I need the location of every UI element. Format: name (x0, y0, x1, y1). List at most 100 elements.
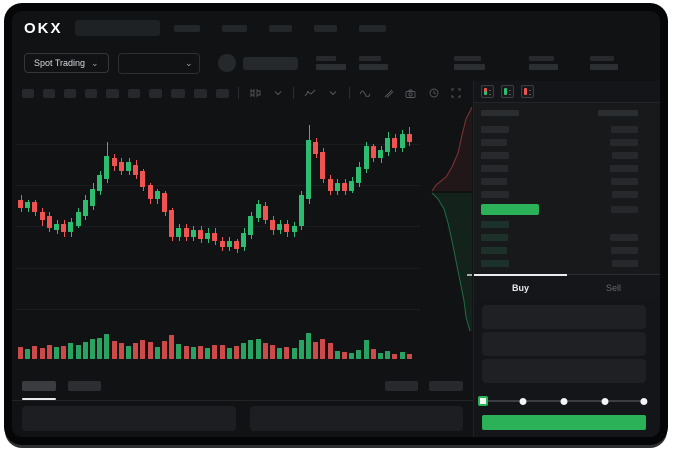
slider-stop[interactable] (519, 398, 527, 405)
timeframe-button[interactable] (149, 88, 162, 98)
candle-body (334, 183, 340, 192)
line-chart-icon[interactable] (359, 87, 373, 99)
candle-body (118, 162, 124, 171)
chart-tab[interactable] (22, 380, 56, 400)
nav-item[interactable] (358, 24, 386, 32)
fullscreen-icon[interactable] (449, 87, 463, 99)
timeframe-button[interactable] (127, 88, 141, 98)
amount-slider[interactable] (478, 391, 648, 411)
search-input[interactable] (74, 20, 160, 36)
orderbook-view-toggles (474, 81, 660, 103)
candle-body (378, 150, 383, 159)
tab-buy[interactable]: Buy (511, 282, 529, 293)
timeframe-button[interactable] (105, 88, 119, 98)
ask-amount-placeholder (610, 139, 638, 146)
ticker-stat (528, 56, 558, 70)
candle-body (126, 162, 131, 171)
chart-tab[interactable] (68, 380, 101, 391)
camera-icon[interactable] (404, 87, 418, 99)
stat-value-placeholder (315, 64, 346, 70)
ask-amount-placeholder (612, 152, 638, 159)
candle-body (349, 181, 355, 192)
buy-submit-button[interactable] (482, 415, 646, 430)
ticker-stat (453, 56, 485, 70)
pair-dropdown[interactable]: ⌄ (117, 52, 200, 74)
depth-chart (420, 105, 472, 371)
order-panel: Buy Sell (474, 81, 660, 437)
chevron-down-icon[interactable] (271, 87, 285, 99)
nav-item[interactable] (221, 24, 247, 32)
bid-row[interactable] (481, 231, 638, 244)
bid-row[interactable] (481, 257, 638, 270)
candle-body (169, 209, 175, 237)
ask-row[interactable] (481, 175, 638, 188)
bid-row[interactable] (481, 218, 638, 231)
timeframe-button[interactable] (22, 88, 34, 98)
price-input[interactable] (482, 305, 646, 329)
volume-bar (61, 346, 67, 359)
slider-stop[interactable] (640, 398, 648, 405)
nav-item[interactable] (173, 24, 200, 32)
chart-tab-action[interactable] (429, 380, 463, 391)
volume-bar (298, 339, 304, 359)
timeframe-button[interactable] (216, 88, 230, 98)
chart-tab-action[interactable] (385, 380, 418, 391)
volume-bar (140, 339, 146, 359)
ticker-stat (589, 56, 618, 70)
total-input[interactable] (482, 359, 646, 383)
ask-price-placeholder (481, 139, 507, 146)
indicators-icon[interactable] (303, 87, 317, 99)
draw-tools-icon[interactable] (381, 87, 395, 99)
candle-type-icon[interactable] (248, 87, 262, 99)
ask-amount-placeholder (610, 165, 638, 172)
ask-row[interactable] (481, 162, 638, 175)
volume-bar (262, 342, 268, 359)
last-price-row[interactable] (481, 201, 638, 218)
timeframe-button[interactable] (42, 88, 56, 98)
chevron-down-icon: ⌄ (91, 57, 99, 68)
clock-icon[interactable] (427, 87, 441, 99)
slider-handle[interactable] (478, 396, 488, 406)
volume-bar (320, 338, 326, 360)
volume-bar (54, 347, 59, 359)
market-type-dropdown[interactable]: Spot Trading ⌄ (24, 53, 109, 73)
trade-form (474, 300, 660, 437)
candle-body (385, 137, 391, 153)
nav-item[interactable] (313, 24, 337, 32)
timeframe-button[interactable] (193, 88, 208, 98)
candle-body (306, 139, 311, 200)
volume-bar (363, 339, 369, 359)
slider-stop[interactable] (601, 398, 609, 405)
asks-book-icon[interactable] (521, 85, 534, 98)
ask-row[interactable] (481, 136, 638, 149)
candlestick-plot[interactable] (16, 105, 420, 371)
candle-body (147, 185, 153, 200)
nav-item[interactable] (268, 24, 292, 32)
volume-bar (212, 345, 218, 359)
tab-sell[interactable]: Sell (605, 282, 621, 293)
bid-row[interactable] (481, 244, 638, 257)
candle-body (262, 205, 268, 221)
slider-stop[interactable] (560, 398, 568, 405)
volume-bar (270, 345, 275, 359)
timeframe-button[interactable] (85, 88, 97, 98)
chart-gridline (16, 144, 420, 145)
stat-label-placeholder (528, 56, 554, 61)
ask-row[interactable] (481, 149, 638, 162)
timeframe-button[interactable] (170, 88, 185, 98)
toolbar-separator (348, 87, 350, 99)
combined-book-icon[interactable] (481, 85, 494, 98)
chart-body (12, 105, 473, 371)
bids-book-icon[interactable] (501, 85, 514, 98)
timeframe-button[interactable] (64, 88, 77, 98)
candle-body (46, 216, 52, 229)
candle-body (255, 203, 261, 218)
candle-body (399, 133, 405, 148)
amount-input[interactable] (482, 332, 646, 356)
chevron-down-icon[interactable] (326, 87, 340, 99)
chart-gridline (16, 226, 420, 227)
volume-bar (291, 348, 297, 359)
bid-price-placeholder (481, 234, 508, 241)
ask-row[interactable] (481, 123, 638, 136)
ask-row[interactable] (481, 188, 638, 201)
